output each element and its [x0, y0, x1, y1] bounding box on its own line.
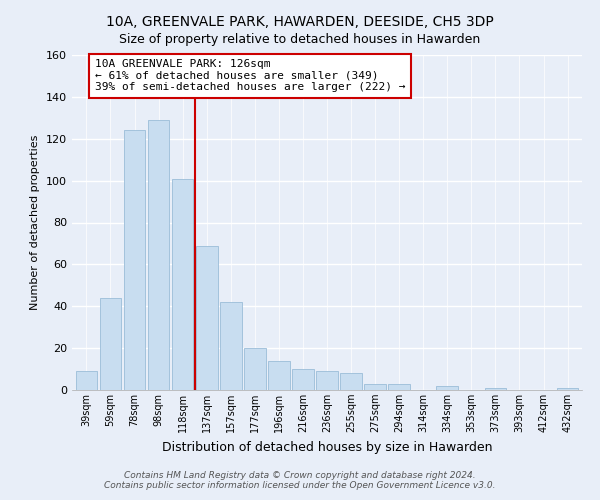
Bar	[292, 369, 314, 390]
Bar	[244, 348, 266, 390]
Bar	[172, 178, 193, 390]
Bar	[220, 302, 242, 390]
Bar	[196, 246, 218, 390]
Bar	[76, 371, 97, 390]
Bar	[100, 298, 121, 390]
Bar	[485, 388, 506, 390]
Bar	[148, 120, 169, 390]
Text: Size of property relative to detached houses in Hawarden: Size of property relative to detached ho…	[119, 32, 481, 46]
Text: Contains HM Land Registry data © Crown copyright and database right 2024.
Contai: Contains HM Land Registry data © Crown c…	[104, 470, 496, 490]
Y-axis label: Number of detached properties: Number of detached properties	[31, 135, 40, 310]
Bar	[316, 371, 338, 390]
Bar	[124, 130, 145, 390]
X-axis label: Distribution of detached houses by size in Hawarden: Distribution of detached houses by size …	[162, 440, 492, 454]
Bar	[364, 384, 386, 390]
Bar	[557, 388, 578, 390]
Text: 10A GREENVALE PARK: 126sqm
← 61% of detached houses are smaller (349)
39% of sem: 10A GREENVALE PARK: 126sqm ← 61% of deta…	[95, 59, 406, 92]
Bar	[388, 384, 410, 390]
Bar	[340, 373, 362, 390]
Bar	[436, 386, 458, 390]
Bar	[268, 360, 290, 390]
Text: 10A, GREENVALE PARK, HAWARDEN, DEESIDE, CH5 3DP: 10A, GREENVALE PARK, HAWARDEN, DEESIDE, …	[106, 15, 494, 29]
